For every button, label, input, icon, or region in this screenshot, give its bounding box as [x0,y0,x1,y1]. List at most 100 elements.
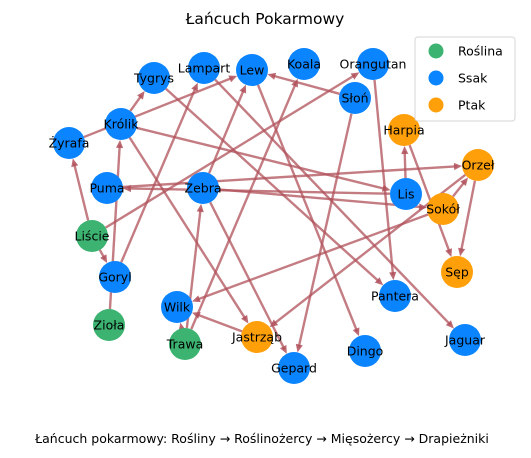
arrowhead-icon [137,91,145,100]
edge-puma-to-orzel [122,162,463,189]
legend-item-ssak: Ssak [428,70,488,86]
node-label: Lis [398,187,415,202]
node-label: Puma [89,181,124,196]
arrowhead-icon [295,343,303,353]
arrowhead-icon [352,327,360,337]
arrowhead-icon [191,82,198,92]
node-label: Trawa [166,337,203,352]
node-circle [91,172,123,204]
arrowhead-icon [267,72,277,80]
node-label: Żyrafa [49,136,90,151]
edge-line [196,313,243,333]
legend-marker [428,97,444,113]
arrowhead-icon [241,314,249,324]
node-jastrzab: Jastrząb [231,321,282,353]
edge-sokol-to-wilk [192,213,429,303]
arrowhead-icon [239,84,247,94]
arrowhead-icon [115,139,124,149]
node-circle [93,309,125,341]
node-krolik: Królik [104,108,140,140]
node-label: Orzeł [462,158,495,173]
node-harpia: Harpia [383,114,425,146]
node-label: Słoń [341,91,368,106]
node-wilk: Wilk [161,291,193,323]
node-circle [462,149,494,181]
node-liscie: Liście [75,220,110,252]
node-label: Liście [75,229,110,244]
edge-orzel-to-sep [458,180,477,257]
legend-marker [428,70,444,86]
edge-line [256,84,359,332]
edge-jastrzab-to-wilk [191,312,243,333]
node-label: Goryl [98,270,131,285]
diagram-caption: Łańcuch pokarmowy: Rośliny → Roślinożerc… [34,431,489,446]
node-zebra: Zebra [185,172,222,204]
node-jaguar: Jaguar [444,324,486,356]
node-gepard: Gepard [271,352,317,384]
legend-label: Roślina [458,44,503,59]
edge-line [72,163,90,221]
node-circle [388,114,420,146]
edge-harpia-to-sep [408,144,452,258]
edge-line [452,180,466,198]
node-circle [441,256,473,288]
node-label: Orangutan [340,57,407,72]
edge-krolik-to-tygrys [129,91,145,112]
arrowhead-icon [401,145,409,155]
legend: Roślina Ssak Ptak [414,36,516,122]
node-label: Królik [104,117,140,132]
edge-lew-to-dingo [256,84,360,337]
node-label: Sokół [426,202,460,217]
arrowhead-icon [445,320,454,329]
edge-line [218,188,423,209]
arrowhead-icon [350,72,360,80]
node-circle [161,291,193,323]
legend-label: Ptak [458,98,486,113]
edge-zebra-to-lew [208,84,247,174]
edge-line [373,79,395,276]
legend-marker [428,43,444,59]
node-label: Zebra [185,181,222,196]
edge-liscie-to-goryl [98,249,108,264]
edge-sokol-to-orzel [452,177,469,198]
edges-layer [71,72,477,354]
node-circle [449,324,481,356]
edge-slon-to-lew [267,72,340,95]
graph-title: Łańcuch Pokarmowy [185,10,345,28]
arrowhead-icon [453,162,463,171]
node-label: Sęp [445,265,469,280]
node-label: Wilk [164,300,191,315]
arrowhead-icon [389,271,397,281]
node-circle [349,335,381,367]
node-circle [169,328,201,360]
edge-line [408,144,451,253]
node-slon: Słoń [339,82,371,114]
node-label: Lampart [178,61,231,76]
node-label: Zioła [94,318,125,333]
node-label: Gepard [271,361,317,376]
edge-goryl-to-lampart [120,82,198,263]
edge-line [297,113,353,348]
legend-items: Roślina Ssak Ptak [428,43,503,113]
edge-line [214,78,452,326]
node-label: Jastrząb [231,330,282,345]
edge-line [403,150,407,179]
node-circle [390,178,422,210]
node-sokol: Sokół [426,193,460,225]
edge-line [459,180,477,252]
node-sep: Sęp [441,256,473,288]
arrowhead-icon [71,158,79,168]
node-circle [187,172,219,204]
node-label: Dingo [347,344,384,359]
node-label: Lew [240,63,265,78]
nodes-layer: Tygrys Lampart Lew Koala Orangutan Słoń Królik… [49,48,495,384]
node-orangutan: Orangutan [340,48,407,80]
arrowhead-icon [192,295,201,303]
edge-lampart-to-jaguar [214,78,454,329]
edge-orangutan-to-pantera [373,79,397,281]
node-circle [339,82,371,114]
node-circle [427,193,459,225]
node-trawa: Trawa [166,328,203,360]
node-ziola: Zioła [93,309,125,341]
